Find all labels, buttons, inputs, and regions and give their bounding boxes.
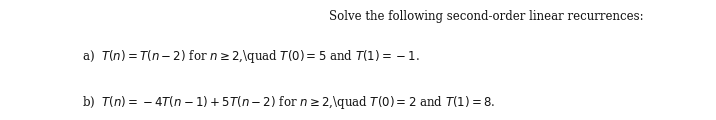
- Text: b)  $T(n) = -4T(n-1) + 5T(n-2)$ for $n \geq 2$,\quad $T(0) = 2$ and $T(1) = 8$.: b) $T(n) = -4T(n-1) + 5T(n-2)$ for $n \g…: [82, 94, 496, 111]
- Text: a)  $T(n) = T(n-2)$ for $n \geq 2$,\quad $T(0) = 5$ and $T(1) = -1$.: a) $T(n) = T(n-2)$ for $n \geq 2$,\quad …: [82, 48, 420, 65]
- Text: Solve the following second-order linear recurrences:: Solve the following second-order linear …: [329, 10, 644, 23]
